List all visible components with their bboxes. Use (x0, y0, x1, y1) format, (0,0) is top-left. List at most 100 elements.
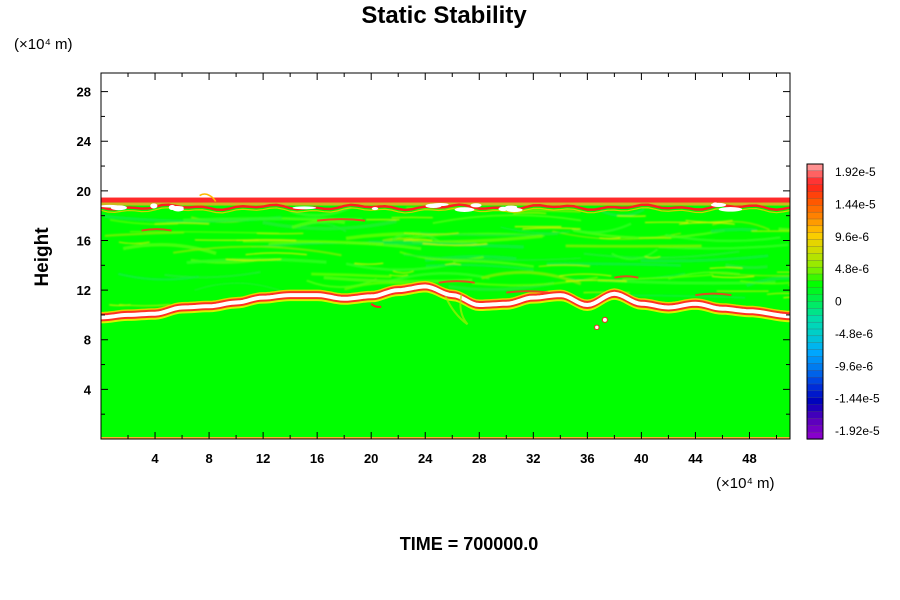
colorbar-segment (806, 205, 824, 213)
field-streak (154, 222, 210, 225)
field-streak (173, 245, 342, 257)
colorbar-segment (806, 198, 824, 206)
field-streak (403, 254, 581, 261)
colorbar-label: 4.8e-6 (835, 262, 869, 276)
x-tick-label: 16 (310, 451, 324, 466)
colorbar-segment (806, 411, 824, 420)
upper-layer-line (101, 207, 790, 214)
y-unit-label: (×10⁴ m) (14, 36, 73, 53)
blob (601, 316, 608, 323)
upper-layer-blob (505, 207, 523, 212)
upper-layer-blob (470, 203, 482, 208)
lower-layer-core (101, 284, 790, 320)
field-streak (599, 208, 645, 217)
field-streak (513, 212, 547, 215)
colorbar-segment (806, 356, 824, 365)
field-streak (725, 263, 768, 270)
field-streak (306, 278, 378, 289)
time-label: TIME = 700000.0 (400, 534, 539, 554)
field-texture (103, 205, 790, 307)
x-tick-label: 8 (205, 451, 212, 466)
plume (444, 294, 469, 326)
field-streak (425, 263, 534, 271)
x-axis: 4 8 12 16 20 24 28 32 36 40 44 48 (127, 73, 777, 466)
field-streak (399, 250, 484, 262)
upper-layer-line (101, 203, 790, 212)
colorbar-segment (806, 170, 824, 179)
field-streak (739, 280, 790, 285)
field-streak (709, 266, 743, 269)
x-tick-label: 4 (151, 451, 159, 466)
colorbar-segment (806, 191, 824, 200)
x-tick-label: 44 (688, 451, 703, 466)
y-tick-label: 16 (77, 233, 91, 248)
upper-layer-blob (168, 204, 176, 210)
colorbar-segment (806, 163, 824, 172)
field-streak (481, 270, 582, 286)
field-streak (164, 270, 261, 279)
colorbar-segment (806, 294, 824, 303)
lower-layer-line (101, 282, 790, 317)
colorbar-segment (806, 225, 824, 234)
field-streak (583, 250, 740, 259)
y-tick-label: 28 (77, 85, 91, 100)
colorbar-label: -1.92e-5 (835, 424, 880, 438)
field-streak (122, 242, 217, 255)
plot-area (101, 73, 790, 439)
red-streak (506, 290, 549, 294)
y-tick-label: 4 (84, 382, 92, 397)
colorbar-label: 0 (835, 295, 842, 309)
colorbar-label: -9.6e-6 (835, 359, 873, 373)
upper-layer-blob (498, 206, 508, 212)
upper-layer-blob (425, 203, 442, 209)
y-tick-label: 12 (77, 283, 91, 298)
colorbar-label: 1.44e-5 (835, 197, 876, 211)
colorbar-segment (806, 177, 824, 186)
field-streak (236, 239, 297, 241)
colorbar-segment (806, 287, 824, 296)
static-stability-field (101, 193, 790, 439)
colorbar-segment (806, 211, 824, 220)
field-streak (119, 304, 171, 307)
upper-boundary-band (101, 197, 790, 203)
field-streak (225, 258, 282, 262)
field-streak (538, 264, 590, 268)
colorbar-segment (806, 246, 824, 255)
upper-layer-blob (718, 207, 743, 212)
upper-layer-blob (454, 207, 475, 212)
colorbar-segment (806, 363, 824, 371)
colorbar-segment (806, 397, 824, 406)
field-streak (546, 262, 681, 267)
upper-layer-blob (150, 203, 158, 209)
red-streak (370, 303, 382, 308)
colorbar-segment (806, 390, 824, 399)
colorbar-segment (806, 431, 824, 440)
field-streak (445, 263, 461, 265)
colorbar-segment (806, 232, 824, 241)
upper-layer-blob (710, 202, 727, 208)
colorbar-segment (806, 321, 824, 330)
x-tick-label: 28 (472, 451, 486, 466)
field-streak (186, 257, 327, 265)
field-streak (104, 231, 185, 237)
colorbar-segment (806, 266, 824, 275)
field-streak (522, 227, 581, 230)
field-streak (354, 262, 384, 265)
x-tick-label: 36 (580, 451, 594, 466)
x-tick-label: 24 (418, 451, 433, 466)
upper-layer-blob (292, 206, 317, 210)
field-streak (559, 273, 612, 277)
chart-title: Static Stability (361, 2, 527, 29)
field-streak (500, 226, 570, 234)
red-streak (614, 275, 639, 279)
lower-boundary (101, 218, 790, 331)
x-tick-label: 40 (634, 451, 648, 466)
colorbar-segment (806, 370, 824, 378)
field-streak (640, 254, 769, 263)
field-streak (389, 274, 409, 277)
colorbar-segment (806, 418, 824, 426)
field-streak (571, 222, 632, 234)
colorbar-segment (806, 218, 824, 227)
field-streak (711, 275, 755, 279)
ground-line (101, 437, 790, 439)
